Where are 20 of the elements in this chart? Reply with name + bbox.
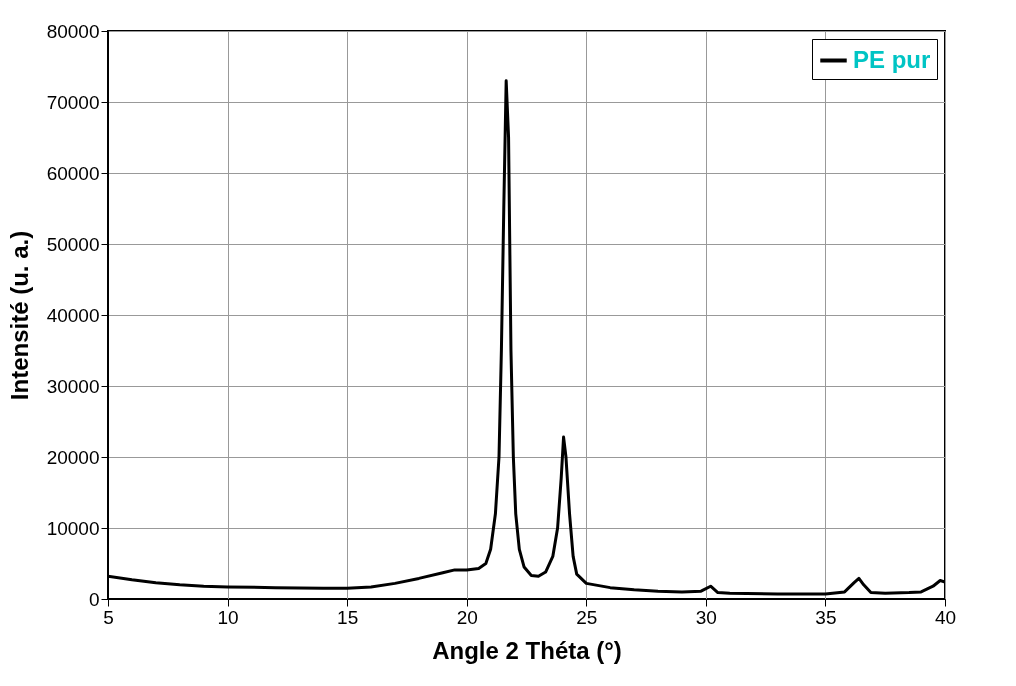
y-tick-label: 0 [88,588,100,610]
y-tick-label: 60000 [46,162,100,184]
y-tick-label: 20000 [46,446,100,468]
x-tick-label: 35 [815,606,837,628]
y-tick-label: 40000 [46,304,100,326]
x-tick-label: 25 [576,606,598,628]
legend-label: PE pur [853,45,931,73]
x-axis-title: Angle 2 Théta (°) [432,636,622,664]
x-tick-label: 30 [695,606,717,628]
x-tick-label: 20 [456,606,478,628]
y-tick-label: 70000 [46,91,100,113]
y-tick-label: 10000 [46,517,100,539]
y-tick-label: 50000 [46,233,100,255]
x-tick-label: 40 [934,606,957,628]
y-axis-title: Intensité (u. a.) [5,230,33,401]
x-tick-label: 10 [217,606,239,628]
y-tick-label: 80000 [46,20,100,42]
x-tick-label: 15 [337,606,359,628]
y-tick-label: 30000 [46,375,100,397]
x-tick-label: 5 [103,606,114,628]
